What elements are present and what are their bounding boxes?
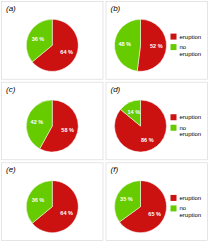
panel: (b) 52 % 48 % eruption noeruption <box>106 2 208 80</box>
legend-label: noeruption <box>180 125 202 138</box>
panel-label: (e) <box>6 165 16 174</box>
panel-frame <box>106 2 208 80</box>
legend-label: noeruption <box>180 205 202 218</box>
pie-slice <box>26 100 52 149</box>
data-label: 64 % <box>60 210 73 216</box>
legend-swatch <box>171 195 177 201</box>
pie-slice <box>115 181 141 222</box>
pie: 65 % 35 % <box>115 181 167 233</box>
legend-label: eruption <box>180 195 202 201</box>
panel: (a) 64 % 36 % <box>2 2 104 80</box>
panel: (f) 65 % 35 % eruption noeruption <box>106 163 208 241</box>
pie: 64 % 36 % <box>26 19 78 71</box>
legend-swatch <box>171 125 177 131</box>
pie: 52 % 48 % <box>114 19 166 71</box>
panel-frame <box>2 2 104 80</box>
legend: eruption noeruption <box>171 34 202 57</box>
data-label: 52 % <box>150 43 163 49</box>
data-label: 48 % <box>118 41 131 47</box>
panel-label: (c) <box>6 85 16 94</box>
pie-slice <box>115 100 167 152</box>
panel: (c) 58 % 42 % <box>2 82 104 160</box>
pie: 58 % 42 % <box>26 100 78 152</box>
panel-label: (a) <box>6 4 16 13</box>
data-label: 65 % <box>148 211 161 217</box>
legend-swatch <box>171 205 177 211</box>
pie-slice <box>114 19 140 71</box>
panel: (d) 86 % 14 % eruption noeruption <box>106 82 208 160</box>
data-label: 35 % <box>120 196 133 202</box>
legend: eruption noeruption <box>171 195 202 218</box>
legend-swatch <box>171 34 177 40</box>
data-label: 14 % <box>127 109 140 115</box>
panel: (e) 64 % 36 % <box>2 163 104 241</box>
panel-frame <box>2 82 104 160</box>
panel-frame <box>106 82 208 160</box>
pie-slice <box>137 19 166 71</box>
data-label: 42 % <box>31 119 44 125</box>
legend-label: eruption <box>180 34 202 40</box>
data-label: 58 % <box>61 127 74 133</box>
figure: (a) 64 % 36 % (b) 52 % 48 % eruption noeruption… <box>0 0 209 242</box>
legend-swatch <box>171 114 177 120</box>
legend-swatch <box>171 44 177 50</box>
data-label: 64 % <box>60 49 73 55</box>
panel-label: (d) <box>111 85 121 94</box>
panel-frame <box>106 163 208 241</box>
pie-slice <box>26 181 52 224</box>
panel-label: (b) <box>111 4 121 13</box>
pie-slice <box>120 100 140 126</box>
data-label: 36 % <box>32 36 45 42</box>
legend-label: eruption <box>180 114 202 120</box>
data-label: 86 % <box>141 137 154 143</box>
data-label: 36 % <box>32 197 45 203</box>
pie: 86 % 14 % <box>115 100 167 152</box>
legend: eruption noeruption <box>171 114 202 137</box>
pie: 64 % 36 % <box>26 181 78 233</box>
panel-frame <box>2 163 104 241</box>
legend-label: noeruption <box>180 44 202 57</box>
pie-slice <box>26 19 52 62</box>
panel-label: (f) <box>111 165 119 174</box>
